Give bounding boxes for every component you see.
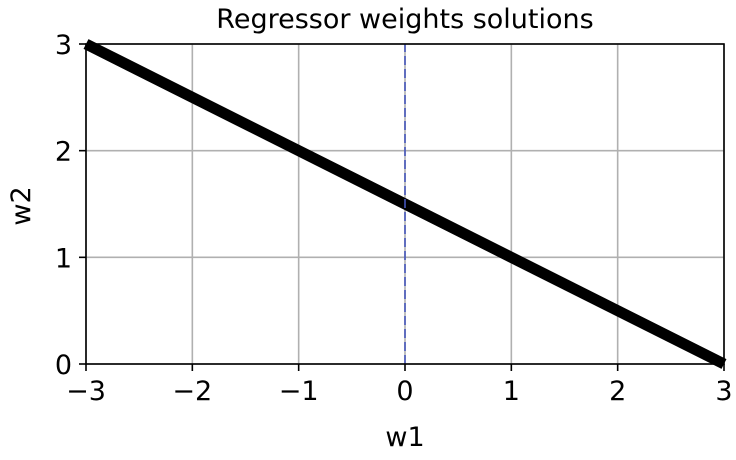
- x-tick-label-4: 1: [503, 376, 520, 407]
- y-tick-label-1: 1: [55, 243, 72, 274]
- x-tick-label-0: −3: [66, 376, 106, 407]
- ticks: −3 −2 −1 0 1 2 3 0 1 2 3: [55, 30, 733, 407]
- x-tick-label-6: 3: [715, 376, 732, 407]
- x-tick-label-2: −1: [279, 376, 319, 407]
- y-tick-label-2: 2: [55, 137, 72, 168]
- y-tick-label-0: 0: [55, 350, 72, 381]
- y-tick-label-3: 3: [55, 30, 72, 61]
- y-axis-label: w2: [6, 186, 37, 225]
- chart-title: Regressor weights solutions: [216, 4, 593, 35]
- series-group: [83, 39, 727, 369]
- x-tick-label-1: −2: [172, 376, 212, 407]
- x-tick-label-3: 0: [396, 376, 413, 407]
- x-axis-label: w1: [385, 422, 424, 453]
- x-tick-label-5: 2: [609, 376, 626, 407]
